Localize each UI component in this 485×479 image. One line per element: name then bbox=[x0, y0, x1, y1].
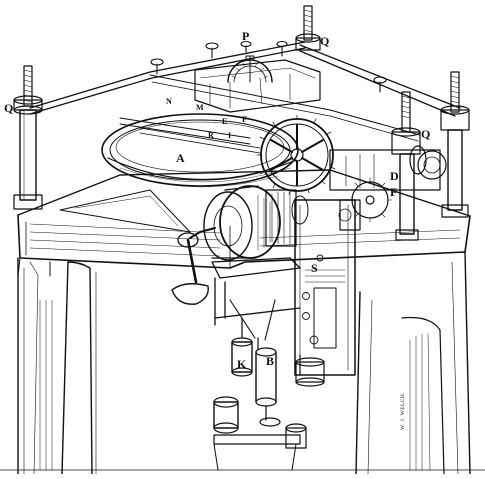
label-F-upper: F bbox=[242, 115, 247, 124]
lower-weights bbox=[213, 396, 307, 471]
label-S: S bbox=[311, 261, 318, 275]
spring-B bbox=[255, 337, 281, 427]
screw-post-mid-right bbox=[391, 91, 421, 241]
label-M: M bbox=[196, 103, 204, 112]
lever-bracket bbox=[211, 257, 301, 341]
spoked-gear-wheel bbox=[256, 114, 338, 195]
label-Q-right: Q bbox=[421, 127, 430, 141]
top-knobs bbox=[150, 40, 387, 93]
label-F-lower: F bbox=[390, 185, 397, 199]
screw-post-right bbox=[440, 71, 470, 218]
label-E: E bbox=[222, 117, 227, 126]
label-P: P bbox=[242, 29, 249, 43]
weight-K bbox=[231, 317, 253, 377]
label-N: N bbox=[166, 97, 172, 106]
gear-box-right bbox=[329, 145, 447, 231]
machine-stand bbox=[0, 251, 485, 475]
belt-pulley bbox=[203, 185, 309, 261]
hand-crank[interactable] bbox=[171, 227, 216, 305]
engraver-signature: W. J. WELCH. bbox=[400, 392, 406, 430]
label-D: D bbox=[390, 169, 399, 183]
label-A: A bbox=[176, 151, 185, 165]
label-R: R bbox=[208, 131, 214, 140]
signature-text: W. J. WELCH. bbox=[400, 392, 406, 430]
label-K: K bbox=[237, 357, 247, 371]
figure-labels: P Q Q Q N M E F R I A D F S K B bbox=[4, 29, 430, 371]
screw-post-left bbox=[13, 65, 43, 210]
label-Q-top: Q bbox=[320, 34, 329, 48]
spindle-column bbox=[294, 199, 356, 387]
label-I: I bbox=[228, 131, 231, 140]
label-B: B bbox=[266, 354, 274, 368]
upper-frame bbox=[29, 41, 461, 154]
screw-post-top bbox=[295, 5, 321, 51]
dial-P bbox=[227, 55, 273, 83]
label-Q-left: Q bbox=[4, 101, 13, 115]
